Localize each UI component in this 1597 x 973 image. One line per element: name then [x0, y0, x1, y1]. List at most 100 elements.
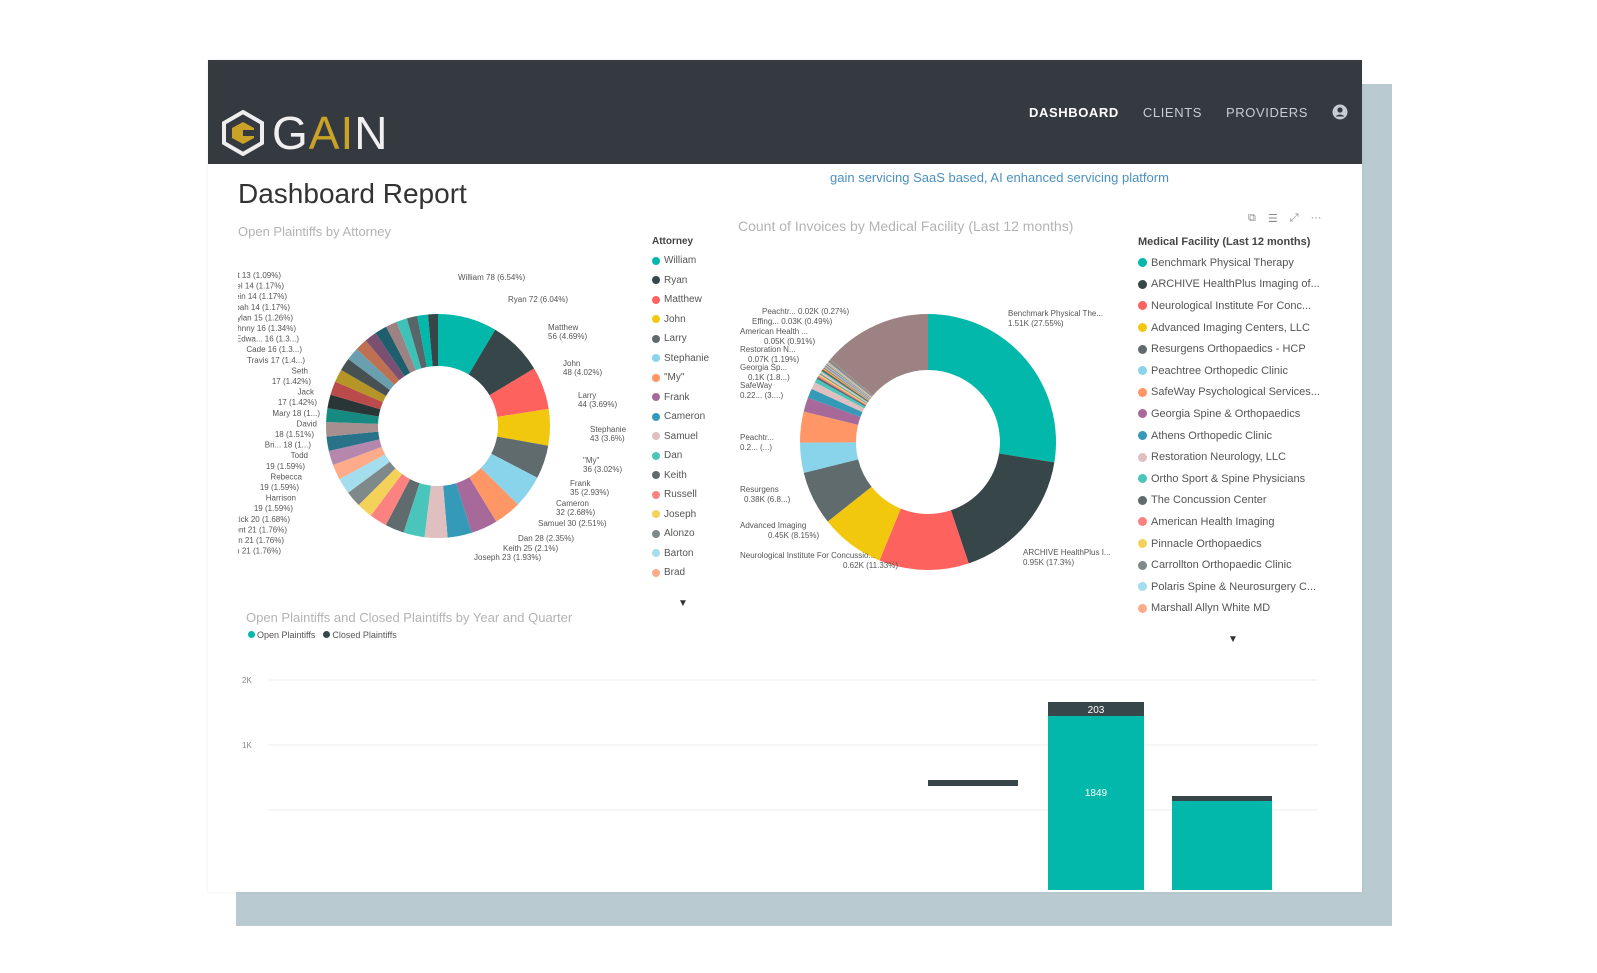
- invoice-legend-item[interactable]: Neurological Institute For Conc...: [1138, 295, 1320, 317]
- attorney-slice-28[interactable]: [375, 326, 411, 377]
- attorney-legend-more-arrow-icon[interactable]: ▼: [678, 598, 688, 609]
- invoice-slice-12[interactable]: [817, 375, 867, 406]
- invoice-slice-35[interactable]: [828, 361, 873, 397]
- invoice-slice-6[interactable]: [800, 411, 859, 443]
- bar-closed[interactable]: [1048, 702, 1144, 716]
- attorney-slice-0[interactable]: [438, 314, 496, 375]
- invoice-slice-23[interactable]: [824, 366, 870, 400]
- attorney-slice-11[interactable]: [385, 479, 420, 533]
- attorney-slice-7[interactable]: [456, 477, 497, 533]
- attorney-slice-5[interactable]: [480, 453, 538, 505]
- invoice-slice-43[interactable]: [829, 359, 873, 396]
- attorney-legend-item[interactable]: Frank: [652, 388, 709, 408]
- bar-open[interactable]: [1048, 716, 1144, 890]
- invoice-slice-34[interactable]: [828, 361, 872, 398]
- invoice-slice-0[interactable]: [928, 314, 1056, 463]
- attorney-slice-4[interactable]: [491, 436, 549, 478]
- invoice-legend-item[interactable]: Carrollton Orthopaedic Clinic: [1138, 554, 1320, 576]
- invoice-legend-item[interactable]: Restoration Neurology, LLC: [1138, 446, 1320, 468]
- attorney-legend-item[interactable]: Cameron: [652, 407, 709, 427]
- invoice-legend-item[interactable]: The Concussion Center: [1138, 490, 1320, 512]
- invoice-slice-1[interactable]: [950, 453, 1055, 564]
- invoice-slice-37[interactable]: [828, 360, 873, 397]
- invoice-legend-more-arrow-icon[interactable]: ▼: [1228, 634, 1238, 645]
- attorney-slice-16[interactable]: [333, 446, 386, 480]
- invoice-slice-18[interactable]: [821, 369, 869, 402]
- attorney-slice-25[interactable]: [348, 348, 395, 391]
- invoice-slice-46[interactable]: [830, 314, 928, 396]
- attorney-slice-13[interactable]: [358, 468, 403, 516]
- attorney-slice-9[interactable]: [424, 485, 448, 538]
- invoice-slice-26[interactable]: [825, 364, 871, 399]
- attorney-legend-item[interactable]: Stephanie: [652, 349, 709, 369]
- bar-next-closed[interactable]: [1172, 796, 1272, 801]
- invoice-legend-item[interactable]: American Health Imaging: [1138, 511, 1320, 533]
- invoice-legend-item[interactable]: Polaris Spine & Neurosurgery C...: [1138, 576, 1320, 598]
- invoice-slice-28[interactable]: [826, 363, 871, 399]
- invoice-legend-item[interactable]: ARCHIVE HealthPlus Imaging of...: [1138, 274, 1320, 296]
- invoice-legend-item[interactable]: Marshall Allyn White MD: [1138, 598, 1320, 620]
- attorney-legend-item[interactable]: Larry: [652, 329, 709, 349]
- attorney-legend-item[interactable]: Alonzo: [652, 524, 709, 544]
- focus-mode-icon[interactable]: ⤢: [1289, 212, 1299, 224]
- invoice-slice-7[interactable]: [803, 397, 861, 425]
- copy-icon[interactable]: ⧉: [1248, 212, 1256, 224]
- invoice-slice-38[interactable]: [829, 360, 873, 397]
- invoice-slice-16[interactable]: [820, 371, 868, 403]
- invoice-slice-33[interactable]: [827, 362, 872, 398]
- attorney-legend-item[interactable]: Ryan: [652, 271, 709, 291]
- nav-clients[interactable]: CLIENTS: [1142, 104, 1203, 120]
- more-options-icon[interactable]: ···: [1310, 212, 1322, 224]
- invoice-slice-27[interactable]: [825, 364, 871, 399]
- attorney-slice-12[interactable]: [370, 474, 411, 526]
- attorney-slice-26[interactable]: [356, 340, 400, 385]
- invoice-slice-5[interactable]: [800, 442, 859, 473]
- attorney-legend-item[interactable]: Brad: [652, 563, 709, 583]
- attorney-slice-6[interactable]: [469, 468, 518, 522]
- invoice-slice-42[interactable]: [829, 359, 873, 396]
- invoice-legend-item[interactable]: Georgia Spine & Orthopaedics: [1138, 403, 1320, 425]
- attorney-legend-item[interactable]: Samuel: [652, 427, 709, 447]
- invoice-slice-22[interactable]: [823, 366, 870, 401]
- invoice-slice-8[interactable]: [807, 388, 863, 418]
- attorney-slice-8[interactable]: [443, 483, 472, 538]
- invoice-slice-9[interactable]: [811, 382, 865, 413]
- invoice-legend-item[interactable]: Athens Orthopedic Clinic: [1138, 425, 1320, 447]
- invoice-slice-25[interactable]: [825, 365, 871, 400]
- attorney-slice-3[interactable]: [497, 408, 550, 446]
- invoice-slice-30[interactable]: [826, 363, 872, 398]
- invoice-slice-11[interactable]: [816, 376, 867, 407]
- attorney-legend-item[interactable]: "My": [652, 368, 709, 388]
- user-circle-icon[interactable]: [1332, 104, 1348, 120]
- invoice-slice-31[interactable]: [827, 362, 872, 398]
- invoice-slice-2[interactable]: [879, 508, 969, 570]
- invoice-legend-item[interactable]: Ortho Sport & Spine Physicians: [1138, 468, 1320, 490]
- invoice-slice-13[interactable]: [818, 374, 867, 405]
- attorney-slice-27[interactable]: [365, 333, 405, 381]
- attorney-slice-18[interactable]: [326, 431, 380, 452]
- attorney-legend-item[interactable]: William: [652, 251, 709, 271]
- attorney-legend-item[interactable]: Dan: [652, 446, 709, 466]
- filter-icon[interactable]: ☰: [1267, 213, 1278, 225]
- invoice-slice-19[interactable]: [822, 368, 869, 402]
- invoice-slice-29[interactable]: [826, 363, 872, 399]
- invoice-slice-32[interactable]: [827, 362, 872, 398]
- attorney-slice-14[interactable]: [348, 461, 396, 505]
- invoice-slice-3[interactable]: [827, 486, 901, 561]
- attorney-legend-item[interactable]: Matthew: [652, 290, 709, 310]
- invoice-legend-item[interactable]: Resurgens Orthopaedics - HCP: [1138, 338, 1320, 360]
- invoice-slice-45[interactable]: [830, 359, 874, 396]
- attorney-slice-20[interactable]: [326, 408, 379, 424]
- invoice-slice-24[interactable]: [824, 365, 871, 400]
- attorney-slice-31[interactable]: [406, 315, 427, 369]
- invoice-slice-4[interactable]: [803, 459, 872, 522]
- attorney-legend-item[interactable]: Russell: [652, 485, 709, 505]
- attorney-slice-24[interactable]: [341, 358, 390, 396]
- invoice-legend-item[interactable]: Pinnacle Orthopaedics: [1138, 533, 1320, 555]
- nav-providers[interactable]: PROVIDERS: [1226, 104, 1308, 120]
- invoice-legend-item[interactable]: Advanced Imaging Centers, LLC: [1138, 317, 1320, 339]
- attorney-slice-21[interactable]: [327, 394, 381, 417]
- invoice-slice-14[interactable]: [819, 373, 868, 404]
- invoice-slice-10[interactable]: [814, 378, 866, 409]
- invoice-slice-41[interactable]: [829, 359, 873, 396]
